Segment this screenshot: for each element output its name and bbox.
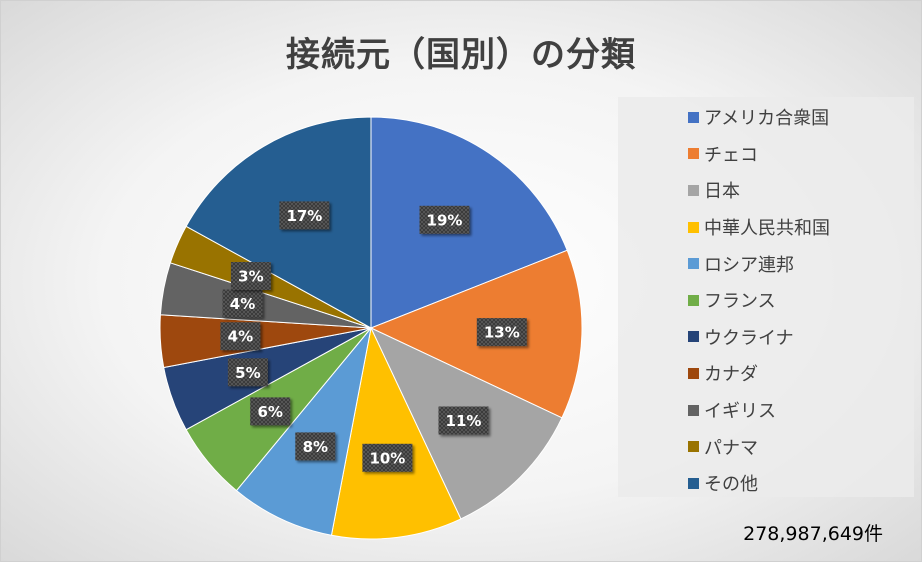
data-label-10: 17% <box>279 201 330 230</box>
svg-text:6%: 6% <box>257 403 282 421</box>
data-label-9: 3% <box>230 262 271 290</box>
legend-item-0: アメリカ合衆国 <box>618 99 914 136</box>
svg-text:17%: 17% <box>286 207 322 225</box>
legend-swatch <box>688 404 699 416</box>
legend-swatch <box>688 441 699 453</box>
legend-label: チェコ <box>704 144 758 166</box>
pie-slice-3 <box>330 326 462 540</box>
legend-swatch <box>688 367 699 379</box>
data-label-3: 10% <box>362 443 413 472</box>
data-label-1: 13% <box>476 318 527 347</box>
pie-slice-10 <box>185 116 372 329</box>
svg-text:8%: 8% <box>303 438 328 456</box>
legend-label: 日本 <box>704 181 740 203</box>
svg-text:3%: 3% <box>238 268 263 286</box>
pie-slice-4 <box>235 327 372 536</box>
svg-text:5%: 5% <box>235 364 260 382</box>
svg-text:10%: 10% <box>369 449 405 467</box>
data-label-5: 6% <box>250 397 291 426</box>
total-count: 278,987,649件 <box>743 523 883 545</box>
svg-text:13%: 13% <box>484 324 520 342</box>
data-label-6: 5% <box>227 358 268 387</box>
legend-label: 中華人民共和国 <box>704 218 830 240</box>
svg-text:19%: 19% <box>427 211 463 229</box>
pie-slice-1 <box>369 249 583 419</box>
chart-title: 接続元（国別）の分類 <box>286 35 636 75</box>
legend-item-5: フランス <box>618 282 914 319</box>
legend-label: フランス <box>704 291 776 313</box>
legend-swatch <box>688 294 699 306</box>
legend-swatch <box>688 148 699 160</box>
legend-label: その他 <box>704 474 758 496</box>
legend-label: パナマ <box>704 437 758 459</box>
legend-item-3: 中華人民共和国 <box>618 209 914 246</box>
legend-swatch <box>688 477 699 489</box>
legend-item-9: パナマ <box>618 428 914 465</box>
legend-label: ロシア連邦 <box>704 254 794 276</box>
data-label-7: 4% <box>220 322 261 351</box>
legend-item-8: イギリス <box>618 392 914 429</box>
legend: アメリカ合衆国 チェコ日本中華人民共和国 ロシア連邦フランスウクライナカナダイギリス… <box>618 97 914 497</box>
data-label-8: 4% <box>222 289 263 318</box>
legend-item-6: ウクライナ <box>618 319 914 356</box>
data-label-4: 8% <box>295 432 336 461</box>
legend-swatch <box>688 331 699 343</box>
legend-item-1: チェコ <box>618 136 914 173</box>
legend-label: カナダ <box>704 364 758 386</box>
data-label-0: 19% <box>419 205 470 234</box>
legend-swatch <box>688 221 699 233</box>
legend-item-4: ロシア連邦 <box>618 245 914 282</box>
legend-swatch <box>688 184 699 196</box>
svg-text:4%: 4% <box>228 328 253 346</box>
legend-label: イギリス <box>704 401 776 423</box>
svg-text:11%: 11% <box>446 412 482 430</box>
legend-swatch <box>688 111 699 123</box>
legend-item-2: 日本 <box>618 172 914 209</box>
legend-item-7: カナダ <box>618 355 914 392</box>
data-label-2: 11% <box>438 406 489 435</box>
legend-label: ウクライナ <box>704 327 794 349</box>
legend-label: アメリカ合衆国 <box>704 108 830 130</box>
legend-item-10: その他 <box>618 465 914 502</box>
legend-swatch <box>688 258 699 270</box>
svg-text:4%: 4% <box>230 295 255 313</box>
